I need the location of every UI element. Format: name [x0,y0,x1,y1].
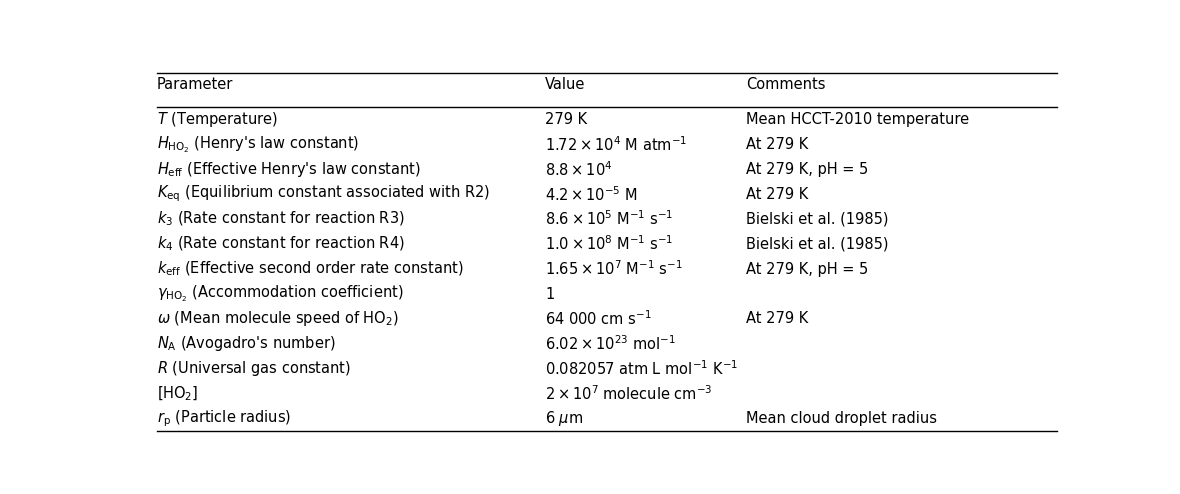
Text: $4.2 \times 10^{-5}$ M: $4.2 \times 10^{-5}$ M [545,185,638,204]
Text: Value: Value [545,77,585,91]
Text: $H_{\mathrm{eff}}$ (Effective Henry's law constant): $H_{\mathrm{eff}}$ (Effective Henry's la… [157,160,420,179]
Text: $R$ (Universal gas constant): $R$ (Universal gas constant) [157,360,350,378]
Text: $T$ (Temperature): $T$ (Temperature) [157,110,277,129]
Text: $k_{4}$ (Rate constant for reaction R4): $k_{4}$ (Rate constant for reaction R4) [157,235,405,253]
Text: At 279 K: At 279 K [747,187,808,202]
Text: 0.082057 atm L mol$^{-1}$ K$^{-1}$: 0.082057 atm L mol$^{-1}$ K$^{-1}$ [545,360,739,378]
Text: Mean cloud droplet radius: Mean cloud droplet radius [747,412,937,426]
Text: At 279 K, pH = 5: At 279 K, pH = 5 [747,162,868,177]
Text: $K_{\mathrm{eq}}$ (Equilibrium constant associated with R2): $K_{\mathrm{eq}}$ (Equilibrium constant … [157,184,490,205]
Text: 6 $\mu$m: 6 $\mu$m [545,410,584,428]
Text: 1: 1 [545,287,555,301]
Text: At 279 K, pH = 5: At 279 K, pH = 5 [747,261,868,277]
Text: $8.8 \times 10^{4}$: $8.8 \times 10^{4}$ [545,160,612,178]
Text: $H_{\mathrm{HO_2}}$ (Henry's law constant): $H_{\mathrm{HO_2}}$ (Henry's law constan… [157,134,359,155]
Text: At 279 K: At 279 K [747,312,808,327]
Text: Mean HCCT-2010 temperature: Mean HCCT-2010 temperature [747,112,970,127]
Text: 279 K: 279 K [545,112,588,127]
Text: Comments: Comments [747,77,826,91]
Text: $1.0 \times 10^{8}$ M$^{-1}$ s$^{-1}$: $1.0 \times 10^{8}$ M$^{-1}$ s$^{-1}$ [545,235,674,253]
Text: Parameter: Parameter [157,77,232,91]
Text: $r_{\mathrm{p}}$ (Particle radius): $r_{\mathrm{p}}$ (Particle radius) [157,409,291,429]
Text: [HO$_2$]: [HO$_2$] [157,385,198,403]
Text: At 279 K: At 279 K [747,137,808,152]
Text: $k_{\mathrm{eff}}$ (Effective second order rate constant): $k_{\mathrm{eff}}$ (Effective second ord… [157,260,463,278]
Text: $N_{\mathrm{A}}$ (Avogadro's number): $N_{\mathrm{A}}$ (Avogadro's number) [157,334,335,353]
Text: $k_{3}$ (Rate constant for reaction R3): $k_{3}$ (Rate constant for reaction R3) [157,210,405,228]
Text: $6.02 \times 10^{23}$ mol$^{-1}$: $6.02 \times 10^{23}$ mol$^{-1}$ [545,334,676,353]
Text: $\gamma_{\mathrm{HO_2}}$ (Accommodation coefficient): $\gamma_{\mathrm{HO_2}}$ (Accommodation … [157,284,404,304]
Text: $1.72 \times 10^{4}$ M atm$^{-1}$: $1.72 \times 10^{4}$ M atm$^{-1}$ [545,135,688,154]
Text: $\omega$ (Mean molecule speed of HO$_2$): $\omega$ (Mean molecule speed of HO$_2$) [157,309,399,329]
Text: 64 000 cm s$^{-1}$: 64 000 cm s$^{-1}$ [545,310,651,329]
Text: Bielski et al. (1985): Bielski et al. (1985) [747,211,889,227]
Text: $8.6 \times 10^{5}$ M$^{-1}$ s$^{-1}$: $8.6 \times 10^{5}$ M$^{-1}$ s$^{-1}$ [545,210,674,229]
Text: $1.65 \times 10^{7}$ M$^{-1}$ s$^{-1}$: $1.65 \times 10^{7}$ M$^{-1}$ s$^{-1}$ [545,260,683,279]
Text: $2 \times 10^{7}$ molecule cm$^{-3}$: $2 \times 10^{7}$ molecule cm$^{-3}$ [545,384,713,403]
Text: Bielski et al. (1985): Bielski et al. (1985) [747,237,889,251]
